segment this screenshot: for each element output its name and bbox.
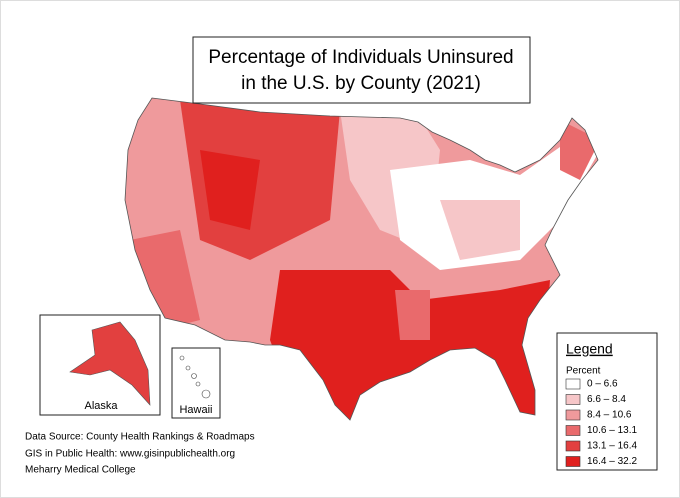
legend-label: 13.1 – 16.4 bbox=[587, 441, 637, 452]
us-outline bbox=[124, 97, 599, 421]
legend-label: 6.6 – 8.4 bbox=[587, 394, 626, 405]
legend-subtitle: Percent bbox=[566, 366, 601, 377]
legend-label: 10.6 – 13.1 bbox=[587, 425, 637, 436]
alaska-shape bbox=[69, 321, 151, 406]
legend-items: 0 – 6.6 6.6 – 8.4 8.4 – 10.6 10.6 – 13.1 13.… bbox=[565, 378, 637, 467]
source-line: GIS in Public Health: www.gisinpublichea… bbox=[25, 449, 235, 460]
legend-label: 8.4 – 10.6 bbox=[587, 410, 632, 421]
legend-swatch bbox=[565, 394, 581, 405]
legend-swatch bbox=[565, 425, 581, 436]
legend-swatch bbox=[565, 409, 581, 421]
legend-label: 0 – 6.6 bbox=[587, 379, 618, 390]
legend-swatch bbox=[565, 378, 581, 390]
title: Percentage of Individuals Uninsured bbox=[208, 47, 513, 68]
legend-label: 16.4 – 32.2 bbox=[587, 456, 637, 467]
source-line: Meharry Medical College bbox=[25, 465, 136, 476]
legend-swatch bbox=[565, 456, 581, 467]
source-line: Data Source: County Health Rankings & Ro… bbox=[25, 432, 255, 443]
title: in the U.S. by County (2021) bbox=[241, 73, 481, 94]
title-box bbox=[192, 36, 531, 104]
legend-swatch bbox=[565, 440, 581, 452]
hawaii-shape bbox=[179, 355, 211, 399]
alaska-label: Alaska bbox=[84, 400, 118, 412]
legend-title: Legend bbox=[566, 341, 613, 357]
hawaii-label: Hawaii bbox=[179, 404, 212, 416]
